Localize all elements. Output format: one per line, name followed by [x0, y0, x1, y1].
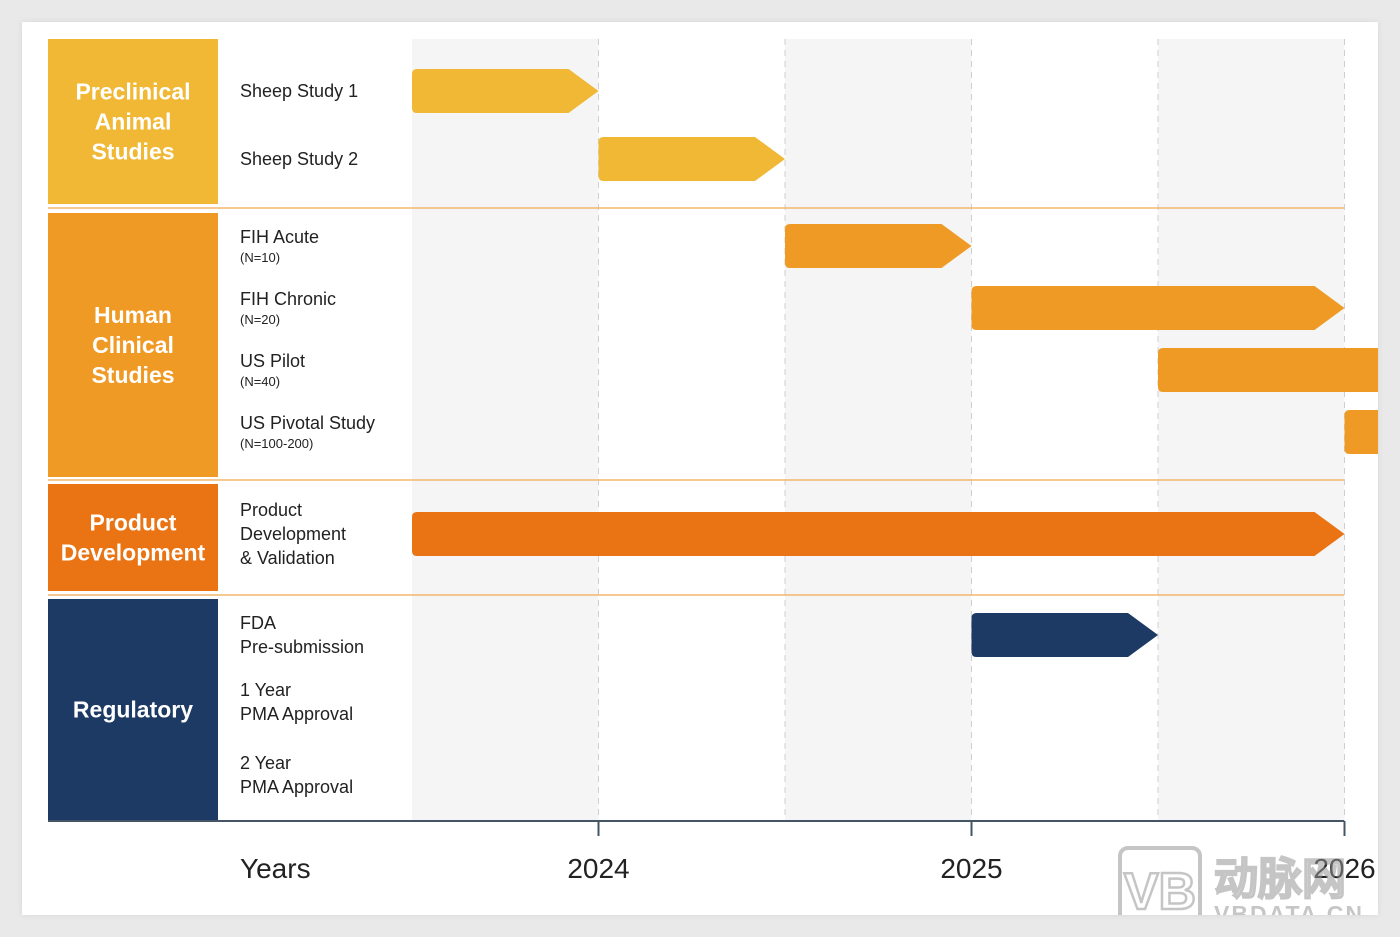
timeline-bar — [412, 512, 1345, 556]
task-sample-size: (N=40) — [240, 374, 280, 389]
category-label: Preclinical — [75, 79, 190, 105]
timeline-bar — [1158, 348, 1378, 392]
task-label: 2 Year — [240, 753, 291, 773]
category-label: Product — [90, 510, 177, 536]
chart-card: Preclinical Animal Studies Sheep Study 1 She… — [22, 22, 1378, 915]
category-block — [48, 39, 218, 204]
task-label: PMA Approval — [240, 704, 353, 724]
gantt-chart: Preclinical Animal Studies Sheep Study 1 She… — [48, 39, 1378, 915]
task-label: & Validation — [240, 548, 335, 568]
task-label: US Pivotal Study — [240, 413, 375, 433]
task-label: US Pilot — [240, 351, 305, 371]
category-block — [48, 213, 218, 477]
task-label: PMA Approval — [240, 777, 353, 797]
task-sample-size: (N=10) — [240, 250, 280, 265]
x-tick-label: 2025 — [940, 853, 1002, 884]
task-label: 1 Year — [240, 680, 291, 700]
x-axis-label: Years — [240, 853, 311, 884]
x-tick-label: 2026 — [1313, 853, 1375, 884]
task-sample-size: (N=100-200) — [240, 436, 313, 451]
task-label: Sheep Study 2 — [240, 149, 358, 169]
task-label: Development — [240, 524, 346, 544]
category-label: Regulatory — [73, 697, 193, 723]
timeline-bar — [598, 137, 785, 181]
timeline-bar — [1344, 410, 1378, 454]
watermark-logo-text: VB — [1124, 863, 1196, 915]
background-band — [785, 39, 972, 821]
background-band — [1158, 39, 1345, 821]
task-label: FDA — [240, 613, 276, 633]
task-label: Pre-submission — [240, 637, 364, 657]
task-sample-size: (N=20) — [240, 312, 280, 327]
category-label: Development — [61, 540, 206, 566]
category-label: Studies — [91, 139, 174, 165]
watermark-cn-text: 动脉网 — [1214, 855, 1346, 904]
category-label: Studies — [91, 362, 174, 388]
timeline-bar — [785, 224, 972, 268]
category-label: Animal — [95, 109, 172, 135]
task-label: Product — [240, 500, 302, 520]
x-tick-label: 2024 — [567, 853, 629, 884]
timeline-bar — [412, 69, 599, 113]
timeline-bar — [971, 613, 1158, 657]
watermark-url-text: VBDATA.CN — [1214, 901, 1364, 915]
category-block — [48, 484, 218, 591]
task-label: FIH Acute — [240, 227, 319, 247]
task-label: Sheep Study 1 — [240, 81, 358, 101]
category-label: Clinical — [92, 332, 174, 358]
background-band — [412, 39, 599, 821]
task-label: FIH Chronic — [240, 289, 336, 309]
category-label: Human — [94, 302, 172, 328]
watermark-logo-box — [1118, 846, 1202, 915]
timeline-bar — [971, 286, 1345, 330]
category-block — [48, 599, 218, 820]
